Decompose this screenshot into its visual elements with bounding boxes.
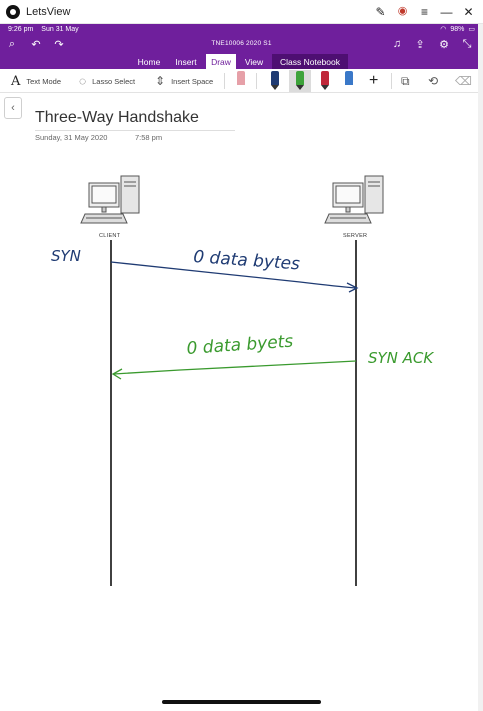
shapes-icon[interactable]: ⧉: [401, 73, 416, 89]
pen-tip: [321, 85, 329, 90]
syn-label: SYN: [51, 247, 81, 265]
toolbar-divider: [256, 73, 257, 89]
pen-body: [321, 71, 329, 85]
menu-icon[interactable]: ≡: [420, 4, 428, 19]
close-icon[interactable]: ✕: [463, 4, 474, 19]
page-time: 7:58 pm: [135, 133, 163, 142]
add-pen-icon[interactable]: +: [369, 72, 379, 89]
insert-space-icon: ⇕: [155, 74, 166, 88]
syn-arrow: [110, 261, 357, 289]
insert-space-button[interactable]: ⇕ Insert Space: [155, 73, 213, 89]
status-time: 9:26 pm: [8, 26, 34, 33]
app-title: LetsView: [26, 5, 71, 18]
text-mode-button[interactable]: A Text Mode: [11, 73, 61, 89]
synack-payload-label: 0 data byets: [186, 332, 294, 359]
share-icon[interactable]: ⇪: [415, 38, 425, 51]
chevron-left-icon: ‹: [11, 102, 15, 114]
pen-body: [296, 71, 304, 85]
bell-icon[interactable]: ♫: [392, 38, 402, 50]
handshake-diagram[interactable]: SYN 0 data bytes 0 data byets SYN ACK: [0, 93, 483, 693]
search-icon[interactable]: ⌕: [8, 37, 16, 50]
tab-view[interactable]: View: [244, 56, 264, 67]
syn-arrowhead: [346, 282, 359, 293]
tab-insert[interactable]: Insert: [175, 56, 197, 67]
draw-toolbar: A Text Mode ◌ Lasso Select ⇕ Insert Spac…: [0, 69, 483, 93]
device-status-bar: 9:26 pm Sun 31 May ◠ 98% ▭: [0, 24, 483, 35]
tab-draw[interactable]: Draw: [206, 54, 236, 69]
pen-body: [271, 71, 279, 85]
pen-tip: [296, 85, 304, 90]
highlighter-pink[interactable]: [234, 71, 248, 91]
settings-gear-icon[interactable]: ⚙: [439, 38, 449, 51]
toolbar-divider: [224, 73, 225, 89]
collapse-icon[interactable]: ⤡: [462, 37, 472, 50]
synack-arrowhead: [111, 368, 123, 380]
synack-label: SYN ACK: [368, 349, 434, 367]
status-date: Sun 31 May: [41, 26, 79, 33]
wifi-icon: ◠: [440, 26, 447, 33]
client-label: CLIENT: [99, 233, 121, 239]
app-header: ⌕ ↶ ↷ TNE10006 2020 S1 ♫ ⇪ ⚙ ⤡: [0, 35, 483, 54]
status-indicators: ◠ 98% ▭: [440, 25, 475, 34]
toolbar-divider: [391, 73, 392, 89]
lasso-select-button[interactable]: ◌ Lasso Select: [79, 73, 135, 89]
eraser-icon[interactable]: ⌫: [455, 73, 478, 89]
battery-percent: 98%: [450, 25, 465, 33]
highlighter-blue[interactable]: [342, 71, 356, 91]
text-a-icon: A: [11, 73, 21, 89]
pen-green[interactable]: [293, 71, 307, 91]
pen-body: [237, 71, 245, 85]
synack-arrow: [113, 360, 357, 375]
tab-class-notebook[interactable]: Class Notebook: [272, 54, 348, 69]
home-indicator[interactable]: [162, 700, 321, 704]
pen-tip: [271, 85, 279, 90]
syn-payload-label: 0 data bytes: [193, 247, 301, 274]
tab-home[interactable]: Home: [137, 56, 161, 67]
window-titlebar: LetsView ✎ ◉ ≡ — ✕: [0, 0, 483, 24]
text-mode-label: Text Mode: [26, 76, 61, 86]
pen-red[interactable]: [318, 71, 332, 91]
eraser-glyph-icon: ⌫: [455, 74, 472, 88]
window-controls: ✎ ◉ ≡ — ✕: [372, 3, 477, 20]
redo-icon[interactable]: ↷: [54, 38, 64, 51]
client-computer-icon: [80, 175, 140, 224]
title-underline: [35, 130, 235, 131]
ribbon-tabs: Home Insert Draw View Class Notebook: [0, 54, 483, 69]
convert-glyph-icon: ⟲: [428, 74, 439, 88]
undo-icon[interactable]: ↶: [31, 38, 41, 51]
minimize-icon[interactable]: —: [440, 4, 453, 19]
screen-edge: [478, 24, 483, 711]
page-date: Sunday, 31 May 2020: [35, 133, 108, 142]
lasso-icon: ◌: [79, 74, 87, 88]
insert-space-label: Insert Space: [171, 76, 214, 86]
page-title[interactable]: Three-Way Handshake: [35, 109, 199, 126]
lasso-select-label: Lasso Select: [92, 76, 136, 86]
server-label: SERVER: [343, 233, 368, 239]
back-button[interactable]: ‹: [4, 97, 22, 119]
record-icon[interactable]: ◉: [397, 5, 408, 17]
battery-icon: ▭: [468, 26, 475, 33]
server-computer-icon: [324, 175, 384, 224]
pen-body: [345, 71, 353, 85]
pen-tool-icon[interactable]: ✎: [375, 4, 386, 19]
letsview-logo-icon: [6, 4, 20, 19]
notebook-title: TNE10006 2020 S1: [211, 40, 272, 47]
convert-icon[interactable]: ⟲: [428, 73, 444, 89]
shapes-glyph-icon: ⧉: [401, 73, 410, 88]
pen-dark-blue[interactable]: [268, 71, 282, 91]
